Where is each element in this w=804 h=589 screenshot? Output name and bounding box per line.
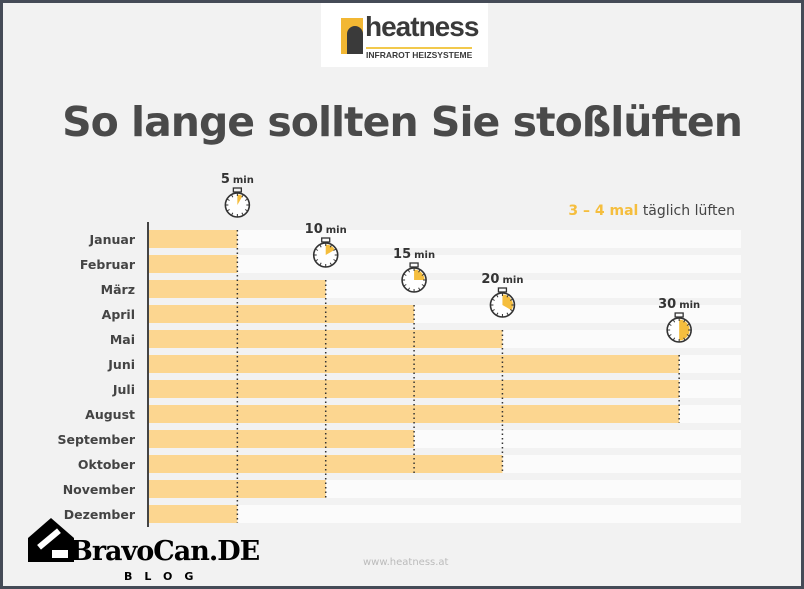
stopwatch-icon <box>666 312 692 343</box>
bar-februar <box>149 255 238 273</box>
bar-april <box>149 305 415 323</box>
logo-tagline: INFRAROT HEIZSYSTEME <box>366 47 473 60</box>
bar-november <box>149 480 326 498</box>
bar-track <box>149 255 741 273</box>
marker-label: 20 min <box>481 272 523 287</box>
watermark-sub: BLOG <box>124 570 206 583</box>
stopwatch-icon <box>401 262 427 293</box>
category-label: September <box>58 432 136 447</box>
stopwatch-icon <box>224 187 251 218</box>
bar-juli <box>149 380 680 398</box>
category-label: November <box>63 482 136 497</box>
logo-cat-icon <box>341 18 363 54</box>
heatness-logo: heatness INFRAROT HEIZSYSTEME <box>321 3 488 67</box>
bar-september <box>149 430 415 448</box>
category-label: Februar <box>80 257 136 272</box>
category-label: April <box>102 307 135 322</box>
frequency-text: täglich lüften <box>642 203 735 219</box>
chart-title: So lange sollten Sie stoßlüften <box>62 98 743 146</box>
frequency-note: 3 – 4 mal täglich lüften <box>568 203 735 219</box>
bar-dezember <box>149 505 238 523</box>
footer-url: www.heatness.at <box>363 557 449 568</box>
bar-track <box>149 230 741 248</box>
marker-label: 30 min <box>658 297 700 312</box>
category-label: Juni <box>107 357 135 372</box>
marker-label: 10 min <box>305 222 347 237</box>
stopwatch-icon <box>312 237 339 268</box>
bar-track <box>149 505 741 523</box>
logo-name: heatness <box>365 11 479 42</box>
category-label: Mai <box>110 332 135 347</box>
watermark-name: BravoCan.DE <box>70 536 260 567</box>
frequency-highlight: 3 – 4 mal <box>568 203 639 219</box>
category-label: August <box>85 407 135 422</box>
marker-label: 5 min <box>221 172 254 187</box>
stopwatch-icon <box>489 287 516 318</box>
marker-label: 15 min <box>393 247 435 262</box>
bar-januar <box>149 230 238 248</box>
category-label: Januar <box>89 232 136 247</box>
category-label: Dezember <box>64 507 136 522</box>
category-label: Juli <box>112 382 135 397</box>
category-label: März <box>101 282 135 297</box>
category-label: Oktober <box>78 457 136 472</box>
house-hammer-icon <box>28 518 74 562</box>
